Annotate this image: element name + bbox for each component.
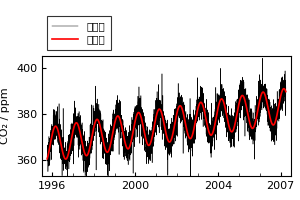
- 計算値: [148, 144, 151, 146]
- 計算値: [199, 101, 202, 103]
- 実測値: [199, 93, 202, 95]
- 計算値: [229, 130, 233, 132]
- Legend: 実測値, 計算値: 実測値, 計算値: [47, 16, 111, 50]
- 実測値: [71, 140, 74, 142]
- 計算値: [71, 131, 75, 133]
- 実測値: [138, 105, 142, 107]
- Y-axis label: CO₂ / ppm: CO₂ / ppm: [1, 88, 10, 144]
- Line: 計算値: 計算値: [47, 89, 286, 159]
- 実測値: [260, 88, 264, 90]
- Line: 実測値: 実測値: [47, 58, 286, 190]
- 計算値: [138, 113, 142, 115]
- 実測値: [45, 154, 49, 156]
- 計算値: [64, 158, 68, 160]
- 実測値: [85, 189, 88, 191]
- 実測値: [284, 86, 288, 88]
- 計算値: [260, 91, 264, 94]
- 計算値: [284, 90, 288, 93]
- 計算値: [282, 87, 286, 90]
- 計算値: [45, 158, 49, 160]
- 実測値: [148, 135, 151, 138]
- 実測値: [260, 57, 264, 59]
- 実測値: [229, 115, 233, 117]
